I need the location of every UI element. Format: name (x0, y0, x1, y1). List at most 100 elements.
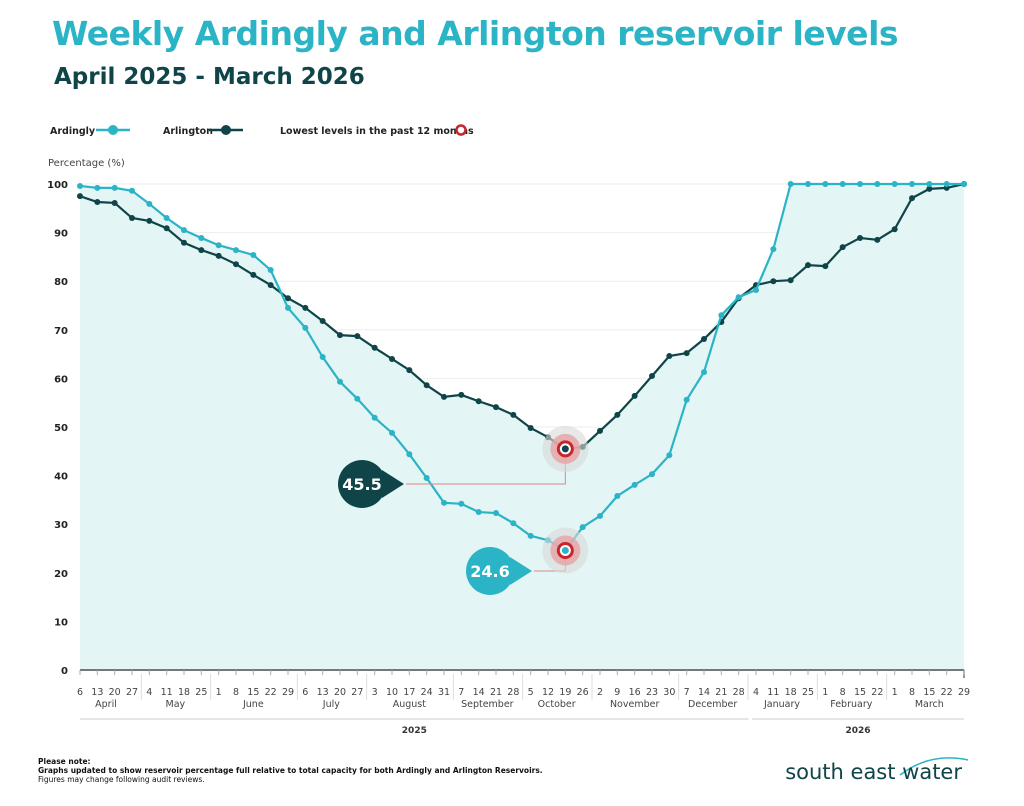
month-label: November (610, 699, 660, 710)
y-tick-label: 70 (54, 326, 68, 337)
data-point-ardingly (215, 242, 222, 249)
data-point-ardingly (198, 234, 205, 241)
data-point-arlington (614, 411, 621, 418)
callout-pointer (382, 470, 404, 498)
data-point-arlington (406, 367, 413, 374)
x-tick-label: 29 (282, 687, 294, 698)
data-point-ardingly (510, 520, 517, 527)
data-point-arlington (770, 278, 777, 285)
month-label: March (915, 699, 944, 710)
data-point-arlington (874, 236, 881, 243)
x-tick-label: 26 (577, 687, 589, 698)
series-line-arlington (79, 182, 965, 451)
data-point-arlington (701, 336, 707, 343)
y-tick-label: 90 (54, 229, 68, 240)
data-point-arlington (285, 295, 291, 302)
data-point-ardingly (319, 354, 326, 361)
data-point-ardingly (926, 181, 933, 187)
data-point-arlington (475, 398, 482, 405)
y-tick-label: 50 (54, 423, 68, 434)
lowest-legend-icon (455, 124, 467, 136)
data-point-ardingly (701, 369, 707, 376)
x-tick-label: 29 (958, 687, 970, 698)
data-point-arlington (198, 247, 205, 254)
data-point-ardingly (250, 251, 257, 258)
y-tick-label: 60 (54, 374, 68, 385)
data-point-arlington (909, 195, 915, 202)
x-tick-label: 11 (161, 687, 173, 698)
data-point-ardingly (805, 181, 811, 187)
x-tick-label: 10 (386, 687, 398, 698)
note-line-1: Graphs updated to show reservoir percent… (38, 766, 543, 775)
data-point-arlington (111, 199, 118, 206)
data-point-ardingly (111, 184, 118, 191)
lowest-point (561, 546, 569, 554)
y-tick-label: 80 (54, 277, 68, 288)
data-point-arlington (302, 304, 309, 311)
x-tick-label: 14 (473, 687, 485, 698)
data-point-arlington (267, 282, 274, 289)
data-point-ardingly (822, 181, 829, 187)
data-point-arlington (319, 318, 326, 325)
data-point-ardingly (683, 396, 690, 403)
callout-bubble (338, 460, 386, 508)
data-point-arlington (597, 427, 603, 434)
month-label: May (166, 699, 186, 710)
data-point-ardingly (735, 294, 742, 301)
data-point-arlington (631, 392, 638, 399)
callout-value: 24.6 (470, 562, 509, 581)
data-point-ardingly (493, 510, 499, 517)
data-point-arlington (493, 404, 499, 411)
month-label: February (830, 699, 872, 710)
x-tick-label: 27 (351, 687, 363, 698)
data-point-ardingly (285, 304, 291, 311)
x-tick-label: 16 (629, 687, 641, 698)
legend-marker (108, 125, 118, 135)
data-point-ardingly (423, 475, 430, 482)
x-tick-label: 8 (233, 687, 239, 698)
data-point-ardingly (839, 181, 846, 187)
x-tick-label: 4 (146, 687, 152, 698)
x-tick-label: 17 (403, 687, 415, 698)
x-tick-label: 1 (892, 687, 898, 698)
legend-label: Arlington (163, 126, 213, 137)
data-point-ardingly (77, 182, 83, 189)
data-point-ardingly (718, 312, 725, 319)
page-subtitle: April 2025 - March 2026 (54, 64, 365, 90)
data-point-arlington (389, 355, 395, 362)
x-tick-label: 22 (265, 687, 277, 698)
y-axis-label: Percentage (%) (48, 158, 125, 169)
x-tick-label: 15 (854, 687, 866, 698)
y-tick-label: 10 (54, 617, 68, 628)
x-tick-label: 21 (490, 687, 502, 698)
x-tick-label: 22 (941, 687, 953, 698)
x-tick-label: 11 (767, 687, 779, 698)
data-point-ardingly (787, 181, 794, 187)
data-point-arlington (94, 198, 101, 205)
data-point-arlington (891, 226, 898, 233)
data-point-arlington (857, 234, 863, 241)
x-tick-label: 8 (840, 687, 846, 698)
x-tick-label: 5 (528, 687, 534, 698)
data-point-ardingly (146, 200, 153, 207)
x-tick-label: 20 (109, 687, 121, 698)
data-point-arlington (683, 350, 690, 357)
x-tick-label: 12 (542, 687, 554, 698)
month-label: December (688, 699, 737, 710)
data-point-arlington (371, 344, 378, 351)
x-tick-label: 24 (421, 687, 433, 698)
x-tick-label: 28 (733, 687, 745, 698)
data-point-ardingly (891, 181, 898, 187)
legend-marker (221, 125, 231, 135)
year-label: 2025 (402, 726, 427, 736)
x-tick-label: 4 (753, 687, 759, 698)
y-tick-label: 40 (54, 472, 68, 483)
callout-bubble (466, 547, 514, 595)
x-tick-label: 13 (317, 687, 329, 698)
x-tick-label: 15 (247, 687, 259, 698)
data-point-ardingly (666, 452, 673, 459)
callout-pointer (510, 557, 532, 585)
note-line-2: Figures may change following audit revie… (38, 775, 205, 784)
